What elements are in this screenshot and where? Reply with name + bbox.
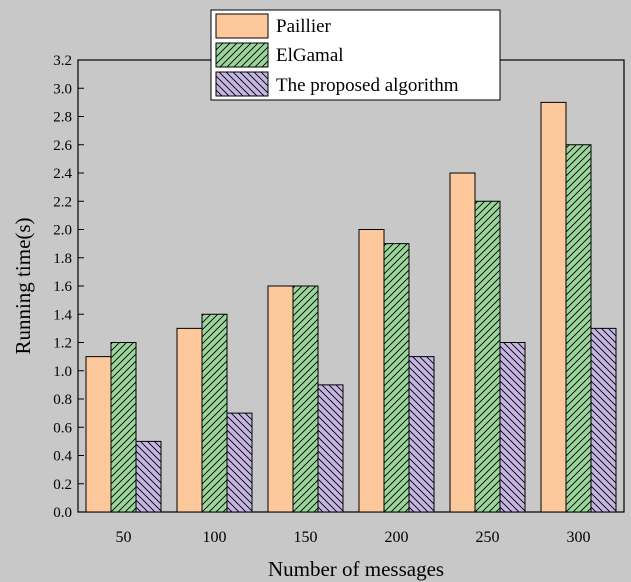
legend: Paillier ElGamal The proposed algorithm bbox=[210, 9, 501, 101]
bar-proposed bbox=[135, 440, 162, 513]
bar-paillier bbox=[540, 101, 567, 513]
bar-elgamal bbox=[292, 285, 319, 513]
bar-elgamal bbox=[201, 313, 228, 513]
x-tick-label: 200 bbox=[385, 529, 409, 546]
bar-paillier bbox=[176, 327, 203, 513]
legend-label-elgamal: ElGamal bbox=[276, 45, 344, 66]
bar-proposed bbox=[590, 327, 617, 513]
bar-paillier bbox=[358, 229, 385, 513]
legend-swatch-elgamal bbox=[215, 42, 269, 68]
x-tick-label: 50 bbox=[116, 529, 132, 546]
bar-elgamal bbox=[110, 342, 137, 513]
y-tick-label: 0.6 bbox=[53, 420, 72, 436]
bar-proposed bbox=[499, 342, 526, 513]
bar-elgamal bbox=[474, 200, 501, 513]
bar-paillier bbox=[85, 356, 112, 513]
bar-proposed bbox=[408, 356, 435, 513]
legend-label-paillier: Paillier bbox=[276, 16, 332, 37]
y-tick-label: 1.8 bbox=[53, 251, 72, 267]
y-tick-label: 3.2 bbox=[53, 53, 72, 69]
legend-swatch-proposed bbox=[215, 71, 269, 97]
bar-proposed bbox=[317, 384, 344, 513]
x-tick-label: 250 bbox=[476, 529, 500, 546]
y-tick-label: 2.8 bbox=[53, 110, 72, 126]
bars-group bbox=[85, 101, 617, 513]
y-tick-label: 3.0 bbox=[53, 81, 72, 97]
y-tick-label: 2.0 bbox=[53, 223, 72, 239]
legend-swatch-paillier bbox=[215, 13, 269, 39]
bar-elgamal bbox=[565, 144, 592, 513]
y-tick-label: 2.6 bbox=[53, 138, 72, 154]
y-tick-label: 1.4 bbox=[53, 307, 72, 323]
x-tick-label: 300 bbox=[567, 529, 591, 546]
y-tick-label: 1.0 bbox=[53, 364, 72, 380]
bar-proposed bbox=[226, 412, 253, 513]
x-axis-label: Number of messages bbox=[268, 557, 444, 581]
y-axis-ticks: 0.0 0.2 0.4 0.6 0.8 1.0 1.2 1.4 1.6 1.8 2.0 2.2 2.4 2… bbox=[53, 53, 84, 521]
x-tick-label: 100 bbox=[203, 529, 227, 546]
y-tick-label: 1.6 bbox=[53, 279, 72, 295]
bar-elgamal bbox=[383, 243, 410, 513]
y-tick-label: 0.2 bbox=[53, 477, 72, 493]
y-tick-label: 0.4 bbox=[53, 449, 72, 465]
y-tick-label: 1.2 bbox=[53, 336, 72, 352]
y-tick-label: 2.4 bbox=[53, 166, 72, 182]
plot-area bbox=[77, 59, 625, 513]
y-tick-label: 0.8 bbox=[53, 392, 72, 408]
y-tick-label: 0.0 bbox=[53, 505, 72, 521]
bar-paillier bbox=[449, 172, 476, 513]
x-axis-ticks: 50 100 150 200 250 300 bbox=[116, 506, 591, 546]
y-axis-label: Running time(s) bbox=[11, 217, 35, 354]
legend-label-proposed: The proposed algorithm bbox=[276, 75, 459, 96]
bar-paillier bbox=[267, 285, 294, 513]
x-tick-label: 150 bbox=[294, 529, 318, 546]
y-tick-label: 2.2 bbox=[53, 194, 72, 210]
